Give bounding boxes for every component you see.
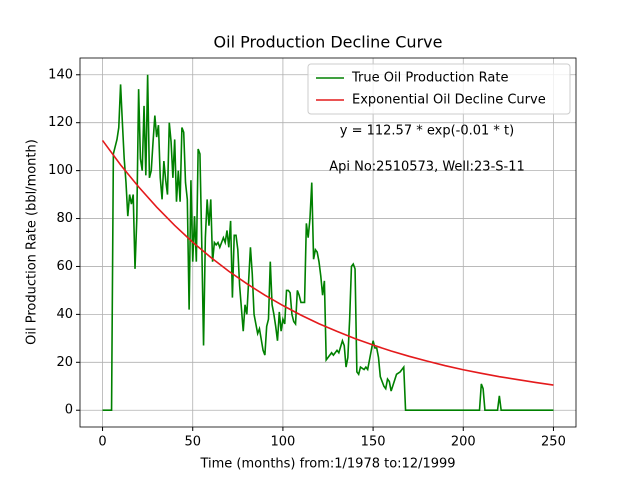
x-tick-label: 200 xyxy=(451,435,476,450)
y-tick-label: 80 xyxy=(56,211,73,226)
data-line xyxy=(101,139,554,386)
x-tick-label: 250 xyxy=(541,435,566,450)
y-tick-label: 120 xyxy=(48,115,73,130)
legend-label: Exponential Oil Decline Curve xyxy=(352,93,546,108)
plot-frame xyxy=(79,57,577,428)
annotation: Api No:2510573, Well:23-S-11 xyxy=(329,160,525,175)
chart-title: Oil Production Decline Curve xyxy=(214,33,443,52)
y-tick-label: 0 xyxy=(65,403,73,418)
x-tick-label: 150 xyxy=(361,435,386,450)
y-tick-label: 100 xyxy=(48,163,73,178)
legend-box xyxy=(307,63,571,115)
y-tick-label: 40 xyxy=(56,307,73,322)
data-line xyxy=(102,74,554,412)
annotation: y = 112.57 * exp(-0.01 * t) xyxy=(340,124,514,139)
x-tick-label: 100 xyxy=(270,435,295,450)
legend-label: True Oil Production Rate xyxy=(351,71,508,86)
x-axis-label: Time (months) from:1/1978 to:12/1999 xyxy=(199,457,455,472)
y-axis-label: Oil Production Rate (bbl/month) xyxy=(25,139,40,345)
x-tick-label: 50 xyxy=(184,435,201,450)
y-tick-label: 20 xyxy=(56,355,73,370)
y-tick-label: 140 xyxy=(48,67,73,82)
x-tick-label: 0 xyxy=(98,435,106,450)
y-tick-label: 60 xyxy=(56,259,73,274)
